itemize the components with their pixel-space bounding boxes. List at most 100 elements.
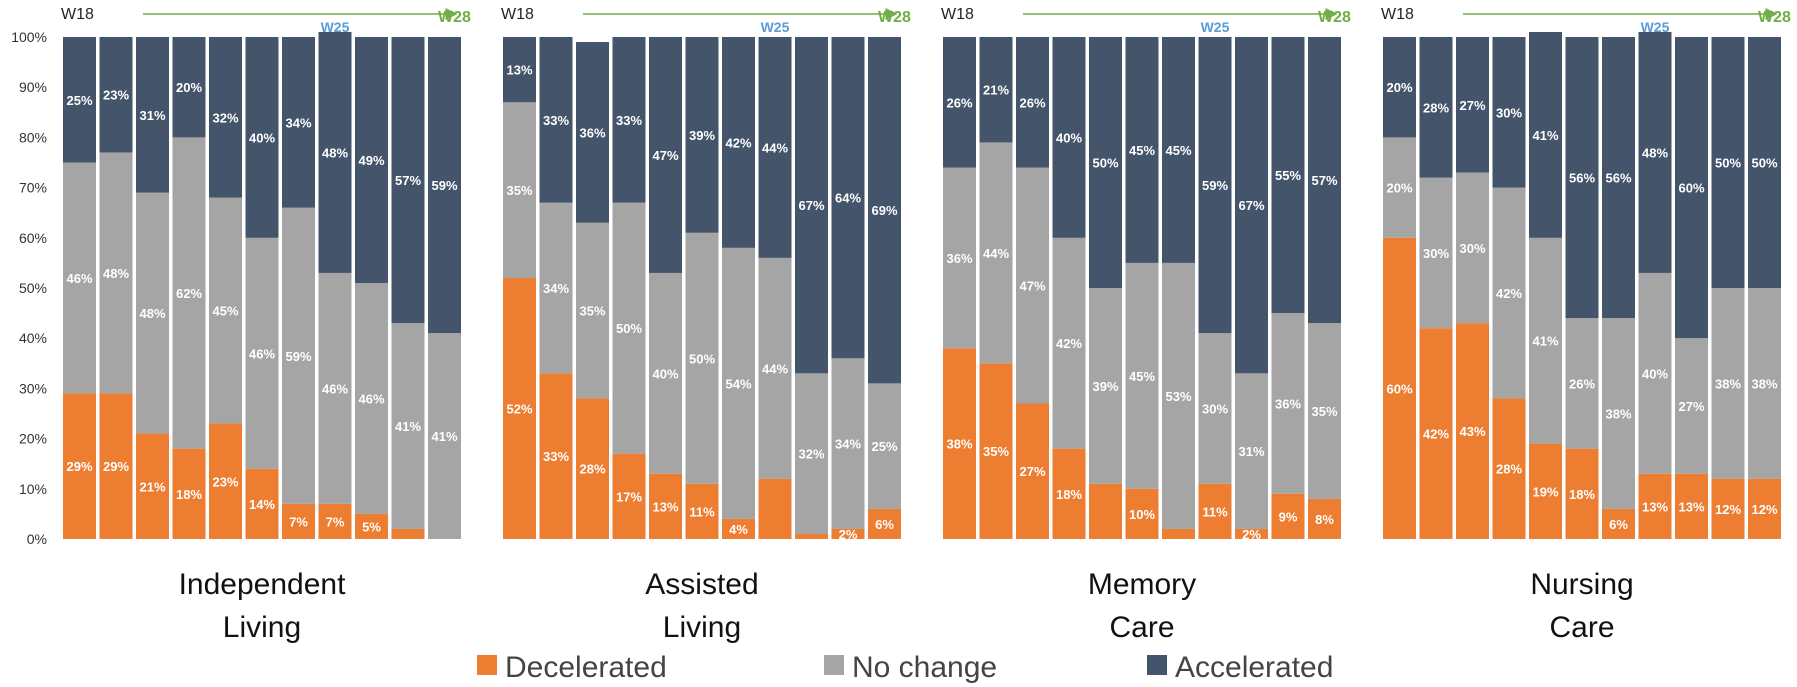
y-tick-label: 40% xyxy=(19,330,47,346)
data-label: 20% xyxy=(1386,181,1412,196)
bar-accelerated xyxy=(722,37,755,248)
bar-decelerated xyxy=(209,423,242,539)
bar-no-change xyxy=(576,222,609,399)
bar-group: 38% 36% 26% 35% 44% 21% 27% 47% 26% 18% 42% 40% 39% 5… xyxy=(941,6,1351,644)
data-label: 33% xyxy=(616,113,642,128)
legend-swatch xyxy=(1147,655,1167,675)
data-label: 26% xyxy=(946,95,972,110)
data-label: 35% xyxy=(1311,404,1337,419)
data-label: 46% xyxy=(249,346,275,361)
bar-no-change xyxy=(1089,288,1122,484)
group-label: Living xyxy=(663,611,741,644)
bar-no-change xyxy=(355,282,388,514)
bar-decelerated xyxy=(391,528,425,539)
bar-accelerated xyxy=(1125,37,1159,263)
bar-no-change xyxy=(1383,137,1416,238)
data-label: 30% xyxy=(1459,241,1485,256)
bar-no-change xyxy=(1308,323,1341,499)
bar-decelerated xyxy=(1162,528,1195,539)
bar-accelerated xyxy=(428,37,461,334)
data-label: 54% xyxy=(725,376,751,391)
data-label: 42% xyxy=(1423,427,1449,442)
bar-decelerated xyxy=(1052,448,1086,539)
bar-no-change xyxy=(539,202,573,374)
data-label: 60% xyxy=(1386,381,1412,396)
bar-accelerated xyxy=(391,37,425,324)
bar-decelerated xyxy=(99,393,133,539)
bar-accelerated xyxy=(1602,37,1635,319)
bar-no-change xyxy=(282,207,315,504)
bar-accelerated xyxy=(1235,37,1268,374)
data-label: 38% xyxy=(1751,376,1777,391)
bar-no-change xyxy=(1529,237,1562,444)
data-label: 36% xyxy=(946,251,972,266)
data-label: 33% xyxy=(543,449,569,464)
week-end-label: W28 xyxy=(1758,9,1791,26)
bar-accelerated xyxy=(943,37,976,168)
legend-label: Accelerated xyxy=(1175,651,1333,684)
data-label: 33% xyxy=(543,113,569,128)
bar-no-change xyxy=(1638,272,1672,474)
data-label: 42% xyxy=(725,135,751,150)
bar-no-change xyxy=(428,333,461,539)
bar-accelerated xyxy=(1638,31,1672,273)
data-label: 18% xyxy=(176,487,202,502)
bar-no-change xyxy=(245,237,279,469)
data-label: 6% xyxy=(1609,517,1628,532)
data-label: 57% xyxy=(395,173,421,188)
data-label: 30% xyxy=(1202,401,1228,416)
data-label: 13% xyxy=(506,63,532,78)
bar-group: 60% 20% 20% 42% 30% 28% 43% 30% 27% 28% 42% 30% 19% 4… xyxy=(1381,6,1791,644)
bar-decelerated xyxy=(795,533,828,539)
bar-decelerated xyxy=(868,508,901,539)
bar-accelerated xyxy=(1052,37,1086,238)
data-label: 5% xyxy=(362,519,381,534)
legend-label: Decelerated xyxy=(505,651,667,684)
legend: Decelerated No change Accelerated xyxy=(477,651,1333,684)
data-label: 27% xyxy=(1459,98,1485,113)
data-label: 12% xyxy=(1751,502,1777,517)
data-label: 25% xyxy=(871,439,897,454)
bar-decelerated xyxy=(1675,473,1708,539)
legend-swatch xyxy=(824,655,844,675)
data-label: 44% xyxy=(762,361,788,376)
group-label: Assisted xyxy=(645,568,758,601)
data-label: 67% xyxy=(1238,198,1264,213)
data-label: 7% xyxy=(326,514,345,529)
data-label: 64% xyxy=(835,191,861,206)
data-label: 21% xyxy=(139,479,165,494)
data-label: 12% xyxy=(1715,502,1741,517)
data-label: 48% xyxy=(1642,145,1668,160)
data-label: 13% xyxy=(1678,499,1704,514)
bar-accelerated xyxy=(209,37,242,198)
data-label: 57% xyxy=(1311,173,1337,188)
data-label: 40% xyxy=(1056,130,1082,145)
bar-no-change xyxy=(1456,172,1489,324)
bar-no-change xyxy=(1748,288,1781,479)
bar-decelerated xyxy=(576,398,609,539)
data-label: 41% xyxy=(395,419,421,434)
data-label: 53% xyxy=(1165,389,1191,404)
bar-decelerated xyxy=(1529,443,1562,539)
bar-no-change xyxy=(1711,288,1745,479)
data-label: 46% xyxy=(322,381,348,396)
data-label: 62% xyxy=(176,286,202,301)
week-mid-label: W25 xyxy=(761,19,790,35)
bar-accelerated xyxy=(1016,37,1049,168)
bar-accelerated xyxy=(1419,37,1453,178)
data-label: 69% xyxy=(871,203,897,218)
data-label: 47% xyxy=(1019,278,1045,293)
bar-no-change xyxy=(99,152,133,394)
data-label: 13% xyxy=(1642,499,1668,514)
bar-decelerated xyxy=(172,448,206,539)
bar-accelerated xyxy=(539,37,573,203)
bar-no-change xyxy=(1052,237,1086,449)
bar-accelerated xyxy=(1271,37,1305,314)
bar-no-change xyxy=(1492,187,1526,399)
week-end-label: W28 xyxy=(1318,9,1351,26)
data-label: 35% xyxy=(506,183,532,198)
bar-accelerated xyxy=(1492,37,1526,188)
bar-accelerated xyxy=(1565,37,1599,319)
bar-decelerated xyxy=(943,348,976,539)
bar-decelerated xyxy=(1638,473,1672,539)
